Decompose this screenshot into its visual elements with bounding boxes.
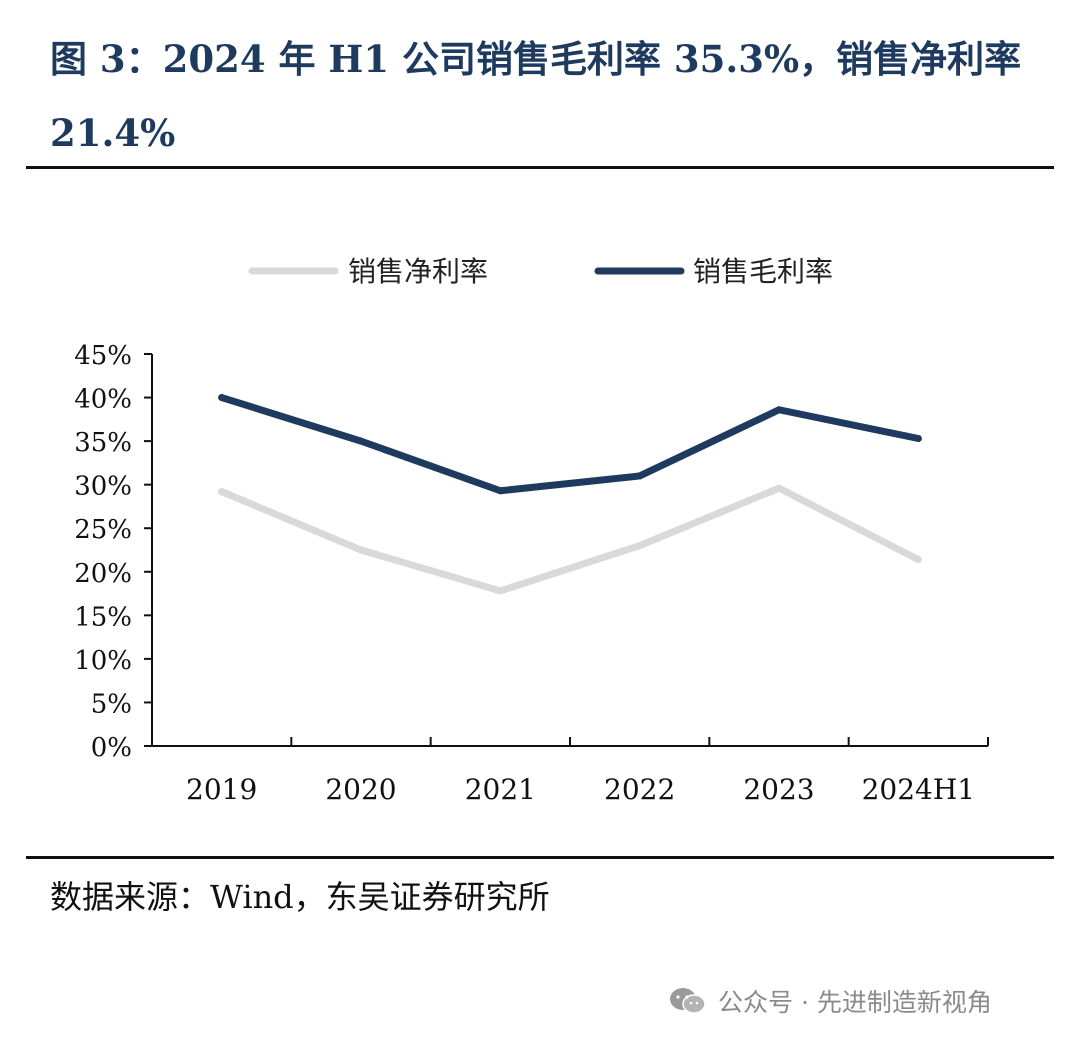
series-2-point-2022	[636, 472, 644, 480]
bottom-divider	[26, 856, 1054, 859]
watermark-text: 公众号 · 先进制造新视角	[718, 988, 992, 1017]
y-tick-label: 0%	[91, 733, 132, 763]
y-tick-label: 10%	[74, 646, 132, 676]
line-chart: 销售净利率 销售毛利率 0% 5% 10% 15% 20% 25% 30% 35% 40% 45% 2…	[74, 255, 989, 806]
x-tick-label-2024h1: 2024H1	[862, 773, 976, 806]
x-tick-label-2022: 2022	[604, 773, 675, 806]
series-2-point-2020	[357, 437, 365, 445]
source-note: 数据来源：Wind，东吴证券研究所	[50, 878, 550, 916]
top-divider	[26, 166, 1054, 169]
y-tick-label: 35%	[74, 428, 132, 458]
series-line-2	[218, 394, 922, 495]
x-tick-label-2020: 2020	[325, 773, 396, 806]
series-2-point-2023	[775, 406, 783, 414]
series-1-point-2024h1	[914, 556, 922, 564]
series-1-point-2020	[357, 546, 365, 554]
y-tick-label: 5%	[91, 689, 132, 719]
y-tick-label: 20%	[74, 559, 132, 589]
y-tick-label: 40%	[74, 385, 132, 415]
legend-label-2: 销售毛利率	[693, 255, 833, 288]
x-tick-label-2023: 2023	[743, 773, 814, 806]
y-tick-label: 25%	[74, 515, 132, 545]
y-tick-label: 45%	[74, 341, 132, 371]
series-2-point-2024h1	[914, 434, 922, 442]
y-tick-label: 15%	[74, 602, 132, 632]
x-tick-label-2021: 2021	[465, 773, 536, 806]
series-2-point-2021	[496, 487, 504, 495]
series-line-1	[218, 484, 922, 595]
chart-series	[218, 394, 922, 595]
wechat-icon	[670, 988, 706, 1014]
series-1-point-2021	[496, 587, 504, 595]
chart-axes: 0% 5% 10% 15% 20% 25% 30% 35% 40% 45% 2019 2020 2021…	[74, 341, 989, 806]
series-1-point-2019	[218, 488, 226, 496]
series-2-point-2019	[218, 394, 226, 402]
y-tick-label: 30%	[74, 472, 132, 502]
legend-label-1: 销售净利率	[348, 255, 488, 288]
series-1-point-2023	[775, 484, 783, 492]
series-1-point-2022	[636, 542, 644, 550]
watermark: 公众号 · 先进制造新视角	[668, 983, 992, 1019]
chart-legend: 销售净利率 销售毛利率	[248, 255, 833, 288]
figure-title: 图 3：2024 年 H1 公司销售毛利率 35.3%，销售净利率 21.4%	[50, 37, 1022, 155]
x-tick-label-2019: 2019	[186, 773, 257, 806]
